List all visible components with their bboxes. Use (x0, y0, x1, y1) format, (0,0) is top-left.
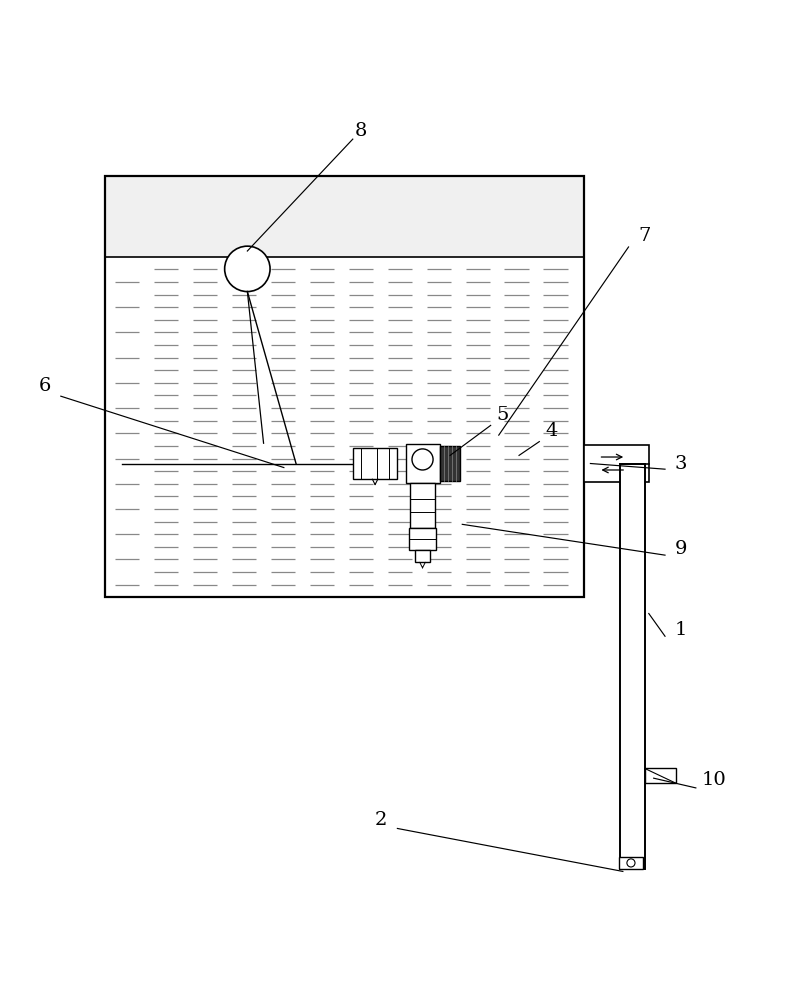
Circle shape (627, 859, 635, 867)
Bar (415, 550, 430, 562)
Text: 7: 7 (638, 227, 651, 245)
Bar (619, 857, 643, 869)
Text: 3: 3 (675, 455, 688, 473)
Bar (406, 444, 440, 483)
Bar (584, 445, 649, 482)
Bar (645, 768, 676, 783)
Text: 8: 8 (354, 122, 367, 140)
Text: 1: 1 (675, 621, 688, 639)
Text: 5: 5 (496, 406, 509, 424)
Text: 9: 9 (675, 540, 688, 558)
Bar (410, 483, 435, 528)
Text: 2: 2 (375, 811, 388, 829)
Circle shape (412, 449, 433, 470)
Bar (105, 176, 584, 597)
Bar (440, 446, 460, 481)
Text: 4: 4 (545, 422, 558, 440)
Circle shape (225, 246, 270, 292)
Bar (105, 257, 584, 597)
Bar (409, 528, 436, 550)
Text: 10: 10 (702, 771, 726, 789)
Text: 6: 6 (38, 377, 51, 395)
Bar (105, 176, 584, 257)
Bar (620, 464, 645, 869)
Bar (353, 448, 397, 479)
